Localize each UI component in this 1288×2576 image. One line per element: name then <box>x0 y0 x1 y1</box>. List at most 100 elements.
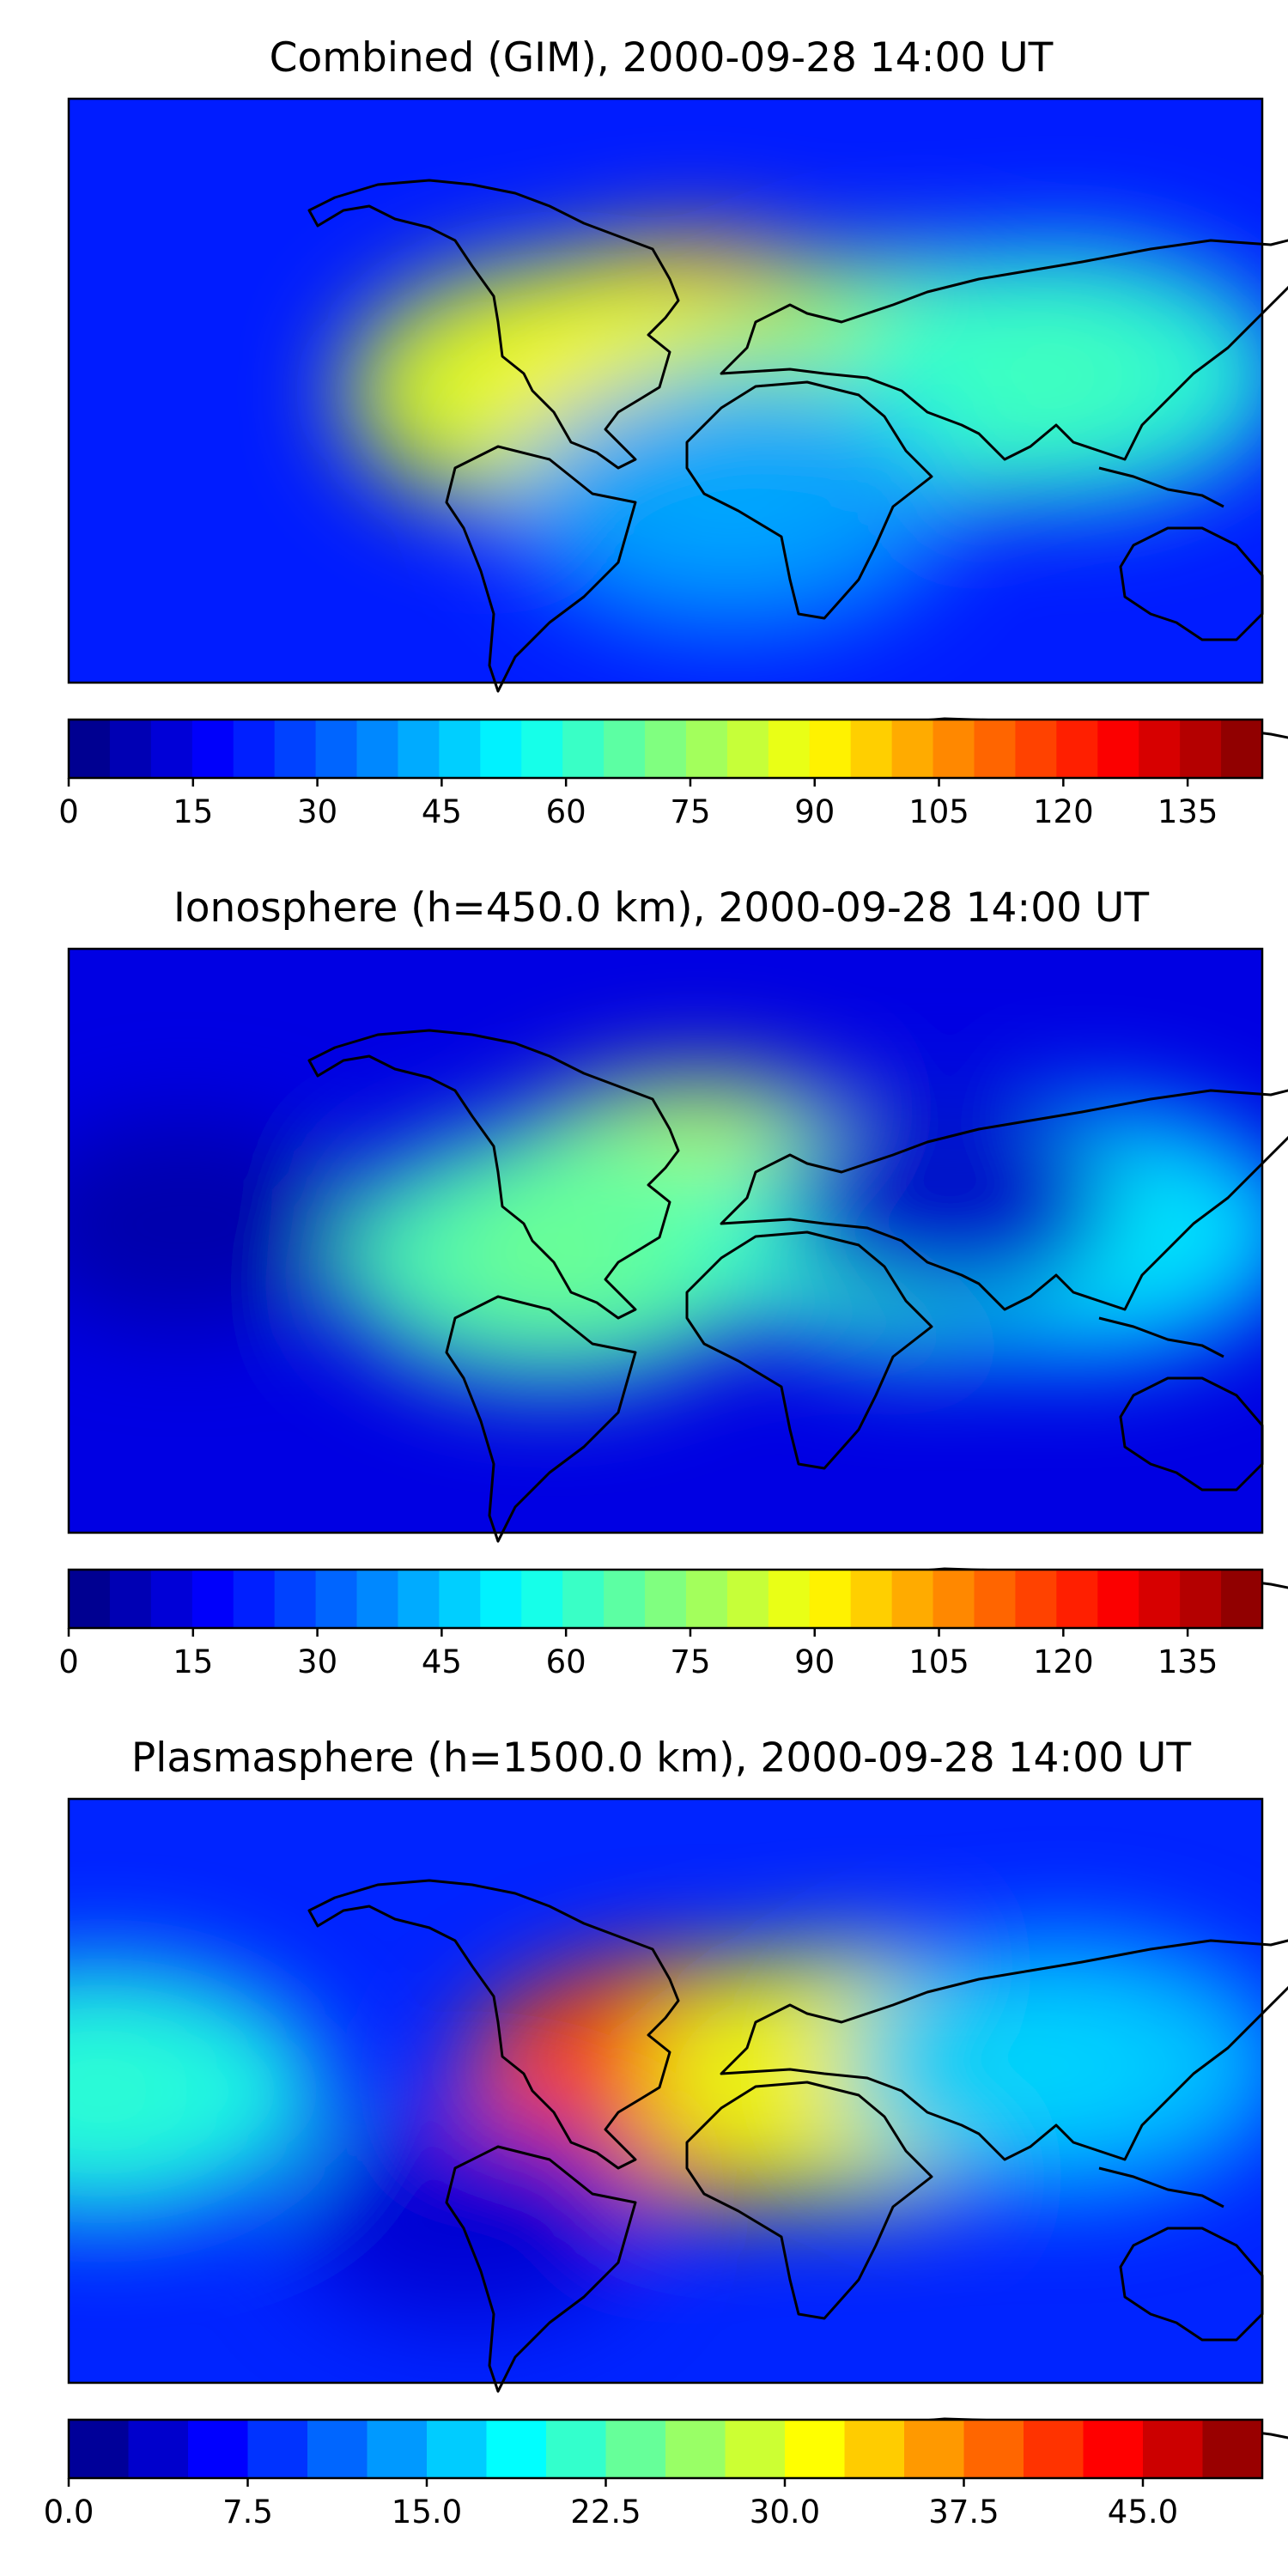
colorbar-tick-label: 15 <box>173 793 213 830</box>
panel-combined-gim: Combined (GIM), 2000-09-28 14:00 UT 0 15 3… <box>58 34 1288 830</box>
colorbar-tick-label: 45 <box>422 793 462 830</box>
panel-combined-title: Combined (GIM), 2000-09-28 14:00 UT <box>270 34 1054 82</box>
map-frame-combined <box>67 97 1264 684</box>
colorbar-swatch <box>665 2420 726 2478</box>
colorbar-swatch <box>427 2420 488 2478</box>
map-area-combined <box>67 97 1288 762</box>
colorbar-tick-label: 105 <box>908 793 969 830</box>
colorbar-swatch <box>1056 720 1098 778</box>
colorbar-tick-label: 60 <box>546 1643 586 1680</box>
colorbar-swatch <box>439 720 481 778</box>
colorbar-combined: 0 15 30 45 60 75 90 105 120 135 <box>58 718 1264 830</box>
colorbar-swatch <box>725 2420 786 2478</box>
colorbar-swatch <box>315 1570 358 1628</box>
colorbar-swatch <box>933 1570 975 1628</box>
colorbar-swatch <box>128 2420 189 2478</box>
colorbar-swatch <box>974 720 1017 778</box>
colorbar-swatch <box>768 1570 811 1628</box>
colorbar-swatch <box>974 1570 1017 1628</box>
colorbar-swatch <box>191 1570 234 1628</box>
colorbar-tick-label: 75 <box>670 1643 710 1680</box>
field-feature <box>69 1121 357 1328</box>
colorbar-tick-label: 0.0 <box>44 2494 94 2530</box>
map-area-plasmasphere <box>67 1797 1288 2462</box>
colorbar-swatch <box>1143 2420 1204 2478</box>
field-contours-combined <box>69 99 1262 683</box>
panel-plasmasphere: Plasmasphere (h=1500.0 km), 2000-09-28 1… <box>44 1735 1288 2530</box>
colorbar-swatch <box>233 1570 276 1628</box>
colorbar-tick-label: 15.0 <box>392 2494 462 2530</box>
colorbar-swatch <box>69 720 111 778</box>
map-frame-ionosphere <box>67 947 1264 1534</box>
map-area-ionosphere <box>67 947 1288 1612</box>
colorbar-swatch <box>398 720 440 778</box>
colorbar-swatch <box>398 1570 440 1628</box>
colorbar-swatch <box>963 2420 1024 2478</box>
colorbar-swatch <box>1139 720 1181 778</box>
field-contours-ionosphere <box>69 949 1262 1533</box>
colorbar-tick-label: 45.0 <box>1108 2494 1178 2530</box>
colorbar-swatch <box>726 1570 769 1628</box>
panel-ionosphere: Ionosphere (h=450.0 km), 2000-09-28 14:0… <box>58 884 1288 1680</box>
colorbar-swatch <box>904 2420 965 2478</box>
colorbar-swatch <box>604 720 646 778</box>
colorbar-frame <box>67 718 1264 780</box>
colorbar-swatch <box>480 720 522 778</box>
colorbar-swatch <box>685 720 728 778</box>
colorbar-tick-label: 15 <box>173 1643 213 1680</box>
colorbar-tick-label: 22.5 <box>570 2494 641 2530</box>
colorbar-swatch <box>809 1570 852 1628</box>
colorbar-swatch <box>546 2420 607 2478</box>
colorbar-swatch <box>486 2420 547 2478</box>
colorbar-swatch <box>1097 1570 1139 1628</box>
colorbar-swatch <box>645 1570 687 1628</box>
colorbar-tick-label: 0 <box>58 793 79 830</box>
colorbar-swatch <box>562 720 605 778</box>
colorbar-tick-label: 45 <box>422 1643 462 1680</box>
colorbar-swatch <box>1202 2420 1263 2478</box>
colorbar-frame <box>67 2418 1264 2480</box>
colorbar-swatch <box>521 720 563 778</box>
colorbar-swatch <box>933 720 975 778</box>
field-feature-core <box>963 2007 1164 2123</box>
colorbar-swatch <box>150 1570 193 1628</box>
field-feature <box>775 1098 1120 1305</box>
colorbar-swatch <box>645 720 687 778</box>
colorbar-swatch <box>274 720 317 778</box>
colorbar-plasmasphere: 0.0 7.5 15.0 22.5 30.0 37.5 45.0 <box>44 2418 1264 2530</box>
colorbar-swatch <box>605 2420 666 2478</box>
field-contours-plasmasphere <box>69 1799 1262 2383</box>
colorbar-swatch <box>726 720 769 778</box>
colorbar-swatch <box>480 1570 522 1628</box>
panel-ionosphere-title: Ionosphere (h=450.0 km), 2000-09-28 14:0… <box>173 884 1149 932</box>
colorbar-tick-label: 90 <box>794 793 835 830</box>
colorbar-swatch <box>1015 1570 1057 1628</box>
colorbar-swatch <box>274 1570 317 1628</box>
colorbar-tick-label: 30.0 <box>750 2494 820 2530</box>
colorbar-swatch <box>69 1570 111 1628</box>
colorbar-swatch <box>1180 1570 1222 1628</box>
colorbar-swatch <box>109 720 152 778</box>
colorbar-swatch <box>356 720 399 778</box>
field-feature-core <box>69 2032 203 2149</box>
colorbar-swatch <box>191 720 234 778</box>
field-feature-core <box>631 446 833 562</box>
colorbar-swatch <box>850 1570 893 1628</box>
colorbar-swatch <box>1015 720 1057 778</box>
colorbar-swatch <box>1221 720 1263 778</box>
colorbar-tick-label: 120 <box>1033 793 1094 830</box>
colorbar-tick-label: 135 <box>1157 793 1218 830</box>
colorbar-tick-label: 30 <box>297 793 337 830</box>
colorbar-swatch <box>1056 1570 1098 1628</box>
colorbar-tick-label: 105 <box>908 1643 969 1680</box>
colorbar-tick-label: 120 <box>1033 1643 1094 1680</box>
colorbar-swatch <box>891 1570 934 1628</box>
colorbar-swatch <box>604 1570 646 1628</box>
colorbar-swatch <box>188 2420 249 2478</box>
colorbar-tick-label: 0 <box>58 1643 79 1680</box>
colorbar-swatch <box>562 1570 605 1628</box>
colorbar-swatch <box>439 1570 481 1628</box>
colorbar-swatch <box>307 2420 368 2478</box>
colorbar-swatch <box>768 720 811 778</box>
